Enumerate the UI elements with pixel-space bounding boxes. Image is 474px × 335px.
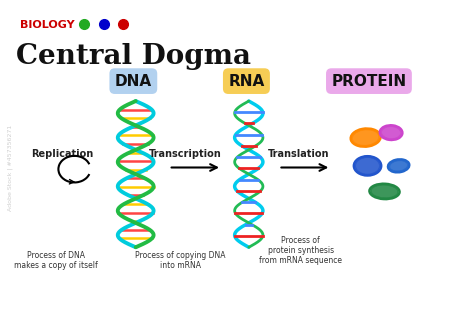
Text: Transcription: Transcription xyxy=(149,149,221,159)
Text: Replication: Replication xyxy=(32,149,94,159)
Text: Translation: Translation xyxy=(267,149,329,159)
Text: BIOLOGY: BIOLOGY xyxy=(20,20,75,30)
Text: DNA: DNA xyxy=(115,74,152,89)
Ellipse shape xyxy=(356,157,380,175)
Ellipse shape xyxy=(381,126,401,139)
Ellipse shape xyxy=(352,130,379,146)
Text: Process of DNA
makes a copy of itself: Process of DNA makes a copy of itself xyxy=(14,251,98,270)
Text: Process of copying DNA
into mRNA: Process of copying DNA into mRNA xyxy=(135,251,226,270)
Text: Process of
protein synthesis
from mRNA sequence: Process of protein synthesis from mRNA s… xyxy=(259,236,342,265)
Text: RNA: RNA xyxy=(228,74,264,89)
Text: PROTEIN: PROTEIN xyxy=(331,74,407,89)
Ellipse shape xyxy=(371,185,398,198)
Ellipse shape xyxy=(390,160,408,171)
Text: Central Dogma: Central Dogma xyxy=(16,43,251,70)
Text: Adobe Stock | #457356271: Adobe Stock | #457356271 xyxy=(7,124,12,211)
